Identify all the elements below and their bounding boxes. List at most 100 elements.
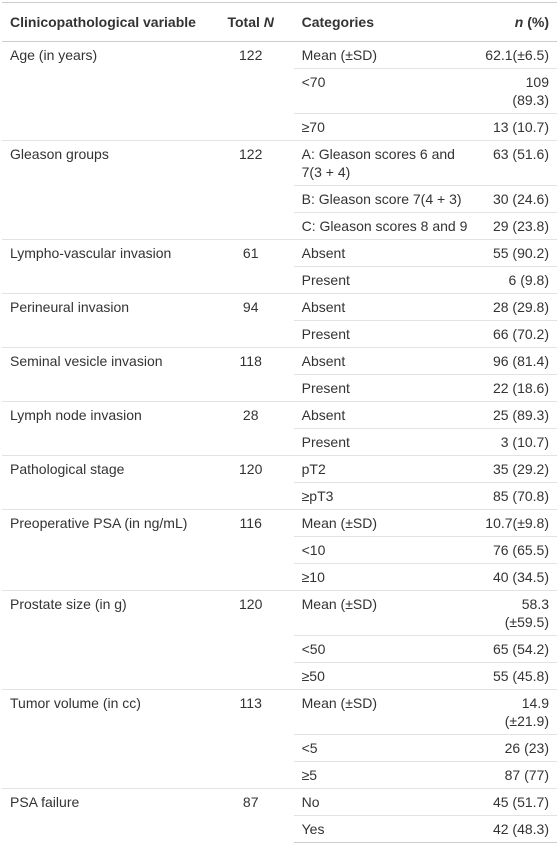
category-cell: Absent	[293, 347, 478, 375]
n-pct-cell: 30 (24.6)	[477, 185, 557, 213]
table-row: <5 26 (23)	[2, 734, 557, 762]
category-cell: ≥50	[293, 662, 478, 690]
table-row: B: Gleason score 7(4 + 3) 30 (24.6)	[2, 185, 557, 213]
n-pct-cell: 42 (48.3)	[477, 815, 557, 843]
header-row: Clinicopathological variable Total N Cat…	[2, 2, 557, 42]
total-cell: 116	[207, 509, 294, 591]
header-cell: n (%)	[477, 2, 557, 42]
header-text: Total	[227, 14, 260, 30]
category-cell: B: Gleason score 7(4 + 3)	[293, 185, 478, 213]
table-row: PSA failure 87 No 45 (51.7)	[2, 788, 557, 843]
header-text: n	[514, 14, 524, 30]
header-cell: Total N	[207, 2, 294, 42]
table-row: ≥50 55 (45.8)	[2, 662, 557, 690]
table-row: ≥10 40 (34.5)	[2, 563, 557, 591]
n-pct-cell: 14.9 (±21.9)	[477, 689, 557, 735]
table-row: Prostate size (in g) 120 Mean (±SD) 58.3 (±…	[2, 590, 557, 690]
table-row: <50 65 (54.2)	[2, 635, 557, 663]
header-cell: Categories	[293, 2, 478, 42]
table-row: ≥5 87 (77)	[2, 761, 557, 789]
variable-cell: Lympho-vascular invasion	[2, 239, 208, 294]
variable-cell: Tumor volume (in cc)	[2, 689, 208, 789]
n-pct-cell: 3 (10.7)	[477, 428, 557, 456]
table-header: Clinicopathological variable Total N Cat…	[2, 2, 557, 42]
n-pct-cell: 28 (29.8)	[477, 293, 557, 321]
n-pct-cell: 26 (23)	[477, 734, 557, 762]
category-cell: Mean (±SD)	[293, 41, 478, 69]
n-pct-cell: 85 (70.8)	[477, 482, 557, 510]
variable-cell: Preoperative PSA (in ng/mL)	[2, 509, 208, 591]
n-pct-cell: 66 (70.2)	[477, 320, 557, 348]
total-cell: 120	[207, 590, 294, 690]
total-cell: 113	[207, 689, 294, 789]
category-cell: Present	[293, 374, 478, 402]
category-cell: <10	[293, 536, 478, 564]
n-pct-cell: 25 (89.3)	[477, 401, 557, 429]
total-cell: 120	[207, 455, 294, 510]
category-cell: Absent	[293, 293, 478, 321]
table-row: Lymph node invasion 28 Absent 25 (89.3)	[2, 401, 557, 456]
category-cell: ≥5	[293, 761, 478, 789]
total-cell: 118	[207, 347, 294, 402]
total-cell: 122	[207, 140, 294, 240]
table-row: Seminal vesicle invasion 118 Absent 96 (81.…	[2, 347, 557, 402]
category-cell: Mean (±SD)	[293, 509, 478, 537]
n-pct-cell: 22 (18.6)	[477, 374, 557, 402]
table-row: Preoperative PSA (in ng/mL) 116 Mean (±SD)…	[2, 509, 557, 591]
n-pct-cell: 55 (90.2)	[477, 239, 557, 267]
category-cell: Absent	[293, 239, 478, 267]
n-pct-cell: 96 (81.4)	[477, 347, 557, 375]
table-row: Pathological stage 120 pT2 35 (29.2)	[2, 455, 557, 510]
variable-cell: Prostate size (in g)	[2, 590, 208, 690]
category-cell: pT2	[293, 455, 478, 483]
total-cell: 94	[207, 293, 294, 348]
category-cell: Mean (±SD)	[293, 689, 478, 735]
table-row: ≥70 13 (10.7)	[2, 113, 557, 141]
category-cell: Mean (±SD)	[293, 590, 478, 636]
table-row: ≥pT3 85 (70.8)	[2, 482, 557, 510]
category-cell: <70	[293, 68, 478, 114]
variable-cell: PSA failure	[2, 788, 208, 843]
category-cell: A: Gleason scores 6 and 7(3 + 4)	[293, 140, 478, 186]
category-cell: No	[293, 788, 478, 816]
n-pct-cell: 6 (9.8)	[477, 266, 557, 294]
table-row: Yes 42 (48.3)	[2, 815, 557, 843]
category-cell: Present	[293, 320, 478, 348]
variable-cell: Gleason groups	[2, 140, 208, 240]
n-pct-cell: 10.7(±9.8)	[477, 509, 557, 537]
table-body: Age (in years) 122 Mean (±SD) 62.1(±6.5) <70…	[2, 41, 557, 843]
variable-cell: Seminal vesicle invasion	[2, 347, 208, 402]
n-pct-cell: 35 (29.2)	[477, 455, 557, 483]
table-row: Perineural invasion 94 Absent 28 (29.8)	[2, 293, 557, 348]
table-row: <70 109 (89.3)	[2, 68, 557, 114]
table-row: Gleason groups 122 A: Gleason scores 6 and…	[2, 140, 557, 240]
n-pct-cell: 45 (51.7)	[477, 788, 557, 816]
total-cell: 61	[207, 239, 294, 294]
total-cell: 122	[207, 41, 294, 141]
category-cell: <50	[293, 635, 478, 663]
table-row: Present 6 (9.8)	[2, 266, 557, 294]
total-cell: 28	[207, 401, 294, 456]
n-pct-cell: 62.1(±6.5)	[477, 41, 557, 69]
n-pct-cell: 63 (51.6)	[477, 140, 557, 186]
category-cell: ≥pT3	[293, 482, 478, 510]
table-row: C: Gleason scores 8 and 9 29 (23.8)	[2, 212, 557, 240]
n-pct-cell: 58.3 (±59.5)	[477, 590, 557, 636]
n-pct-cell: 55 (45.8)	[477, 662, 557, 690]
category-cell: Present	[293, 428, 478, 456]
table-row: Present 3 (10.7)	[2, 428, 557, 456]
category-cell: Yes	[293, 815, 478, 843]
category-cell: Present	[293, 266, 478, 294]
variable-cell: Pathological stage	[2, 455, 208, 510]
n-pct-cell: 13 (10.7)	[477, 113, 557, 141]
table-row: Lympho-vascular invasion 61 Absent 55 (90.2…	[2, 239, 557, 294]
table-row: Age (in years) 122 Mean (±SD) 62.1(±6.5)	[2, 41, 557, 141]
header-cell: Clinicopathological variable	[2, 2, 208, 42]
data-table: Clinicopathological variable Total N Cat…	[2, 2, 557, 843]
n-pct-cell: 109 (89.3)	[477, 68, 557, 114]
table-row: Present 22 (18.6)	[2, 374, 557, 402]
variable-cell: Age (in years)	[2, 41, 208, 141]
category-cell: Absent	[293, 401, 478, 429]
total-cell: 87	[207, 788, 294, 843]
